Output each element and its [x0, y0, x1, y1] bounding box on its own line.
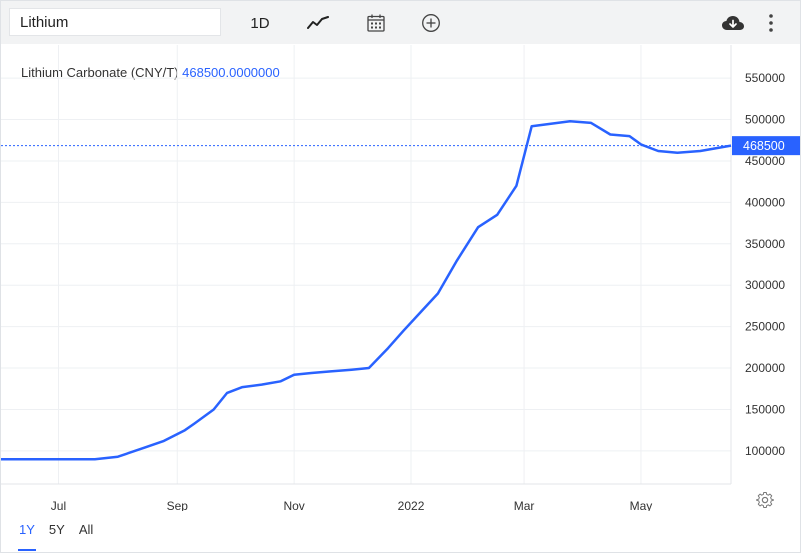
- download-cloud-icon: [722, 16, 744, 30]
- compare-button[interactable]: [420, 12, 442, 34]
- more-vertical-icon: [769, 14, 773, 32]
- time-axis: Jul Sep Nov 2022 Mar May: [51, 499, 652, 511]
- legend-series-name: Lithium Carbonate (CNY/T): [21, 65, 179, 80]
- grid: [1, 45, 731, 484]
- date-range-button[interactable]: [365, 12, 387, 34]
- y-tick-label: 400000: [745, 195, 785, 209]
- y-tick-label: 250000: [745, 320, 785, 334]
- y-tick-label: 500000: [745, 113, 785, 127]
- last-value-tag-label: 468500: [743, 139, 785, 153]
- symbol-search-input[interactable]: [10, 9, 220, 35]
- calendar-icon: [367, 14, 385, 32]
- y-tick-label: 200000: [745, 361, 785, 375]
- range-tab-5y[interactable]: 5Y: [48, 522, 65, 537]
- x-tick-label: 2022: [398, 499, 425, 511]
- toolbar: 1D: [1, 1, 800, 44]
- range-tabs: 1Y 5Y All: [15, 520, 97, 551]
- interval-label: 1D: [250, 14, 270, 32]
- price-series-line: [1, 119, 732, 461]
- legend-series-value: 468500.0000000: [182, 65, 280, 80]
- series-legend: Lithium Carbonate (CNY/T) 468500.0000000: [21, 65, 280, 80]
- symbol-search-box[interactable]: [9, 8, 221, 36]
- range-tab-1y[interactable]: 1Y: [15, 520, 39, 551]
- y-tick-label: 150000: [745, 402, 785, 416]
- more-options-button[interactable]: [763, 12, 779, 34]
- download-button[interactable]: [720, 12, 746, 34]
- x-tick-label: Mar: [514, 499, 535, 511]
- x-tick-label: May: [630, 499, 653, 511]
- last-value-tag-background: [732, 136, 800, 156]
- y-tick-label: 450000: [745, 154, 785, 168]
- settings-gear-icon[interactable]: [756, 491, 774, 509]
- y-tick-label: 550000: [745, 71, 785, 85]
- x-tick-label: Jul: [51, 499, 66, 511]
- chart-type-button[interactable]: [306, 12, 330, 34]
- last-value-tag: 468500: [732, 136, 800, 156]
- add-circle-icon: [422, 14, 440, 32]
- price-axis: 100000 150000 200000 250000 300000 350000 4000…: [745, 71, 785, 458]
- x-tick-label: Nov: [283, 499, 304, 511]
- y-tick-label: 350000: [745, 237, 785, 251]
- y-tick-label: 100000: [745, 444, 785, 458]
- y-tick-label: 300000: [745, 278, 785, 292]
- interval-button[interactable]: 1D: [244, 12, 276, 34]
- line-chart-icon: [307, 16, 329, 29]
- x-tick-label: Sep: [167, 499, 189, 511]
- price-chart[interactable]: 100000 150000 200000 250000 300000 350000 4000…: [1, 1, 800, 511]
- range-tab-all[interactable]: All: [78, 522, 94, 537]
